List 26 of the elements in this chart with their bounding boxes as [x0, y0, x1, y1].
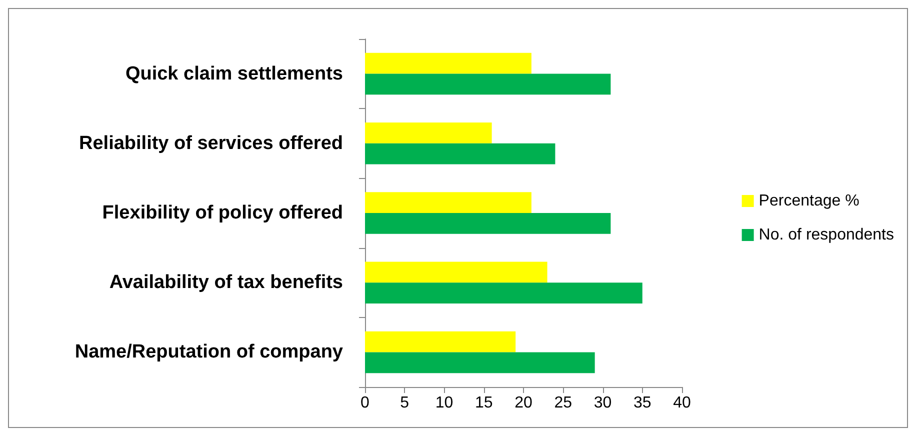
x-tick-label: 10 — [435, 394, 454, 412]
bar — [365, 52, 532, 74]
y-tick-label: Flexibility of policy offered — [102, 202, 343, 224]
x-tick-label: 15 — [474, 394, 493, 412]
x-tick-label: 40 — [673, 394, 691, 412]
x-tick-label: 5 — [400, 394, 410, 412]
y-tick-label: Quick claim settlements — [125, 63, 343, 84]
bar — [365, 192, 532, 213]
x-tick-label: 20 — [514, 394, 532, 412]
y-tick-label: Name/Reputation of company — [74, 342, 344, 363]
bar — [365, 213, 611, 234]
bar — [365, 262, 548, 283]
legend-label: No. of respondents — [758, 226, 894, 244]
bar — [365, 331, 516, 352]
bar — [365, 143, 556, 164]
bar — [365, 74, 611, 95]
y-tick-label: Reliability of services offered — [79, 132, 343, 154]
bar — [365, 282, 642, 304]
x-tick-label: 25 — [554, 394, 572, 412]
x-tick-label: 30 — [594, 394, 612, 412]
x-tick-label: 35 — [633, 394, 652, 412]
bar — [365, 352, 595, 374]
bar — [365, 122, 492, 144]
y-tick-label: Availability of tax benefits — [109, 272, 343, 294]
x-tick-label: 0 — [360, 394, 370, 412]
legend-label: Percentage % — [758, 192, 860, 210]
